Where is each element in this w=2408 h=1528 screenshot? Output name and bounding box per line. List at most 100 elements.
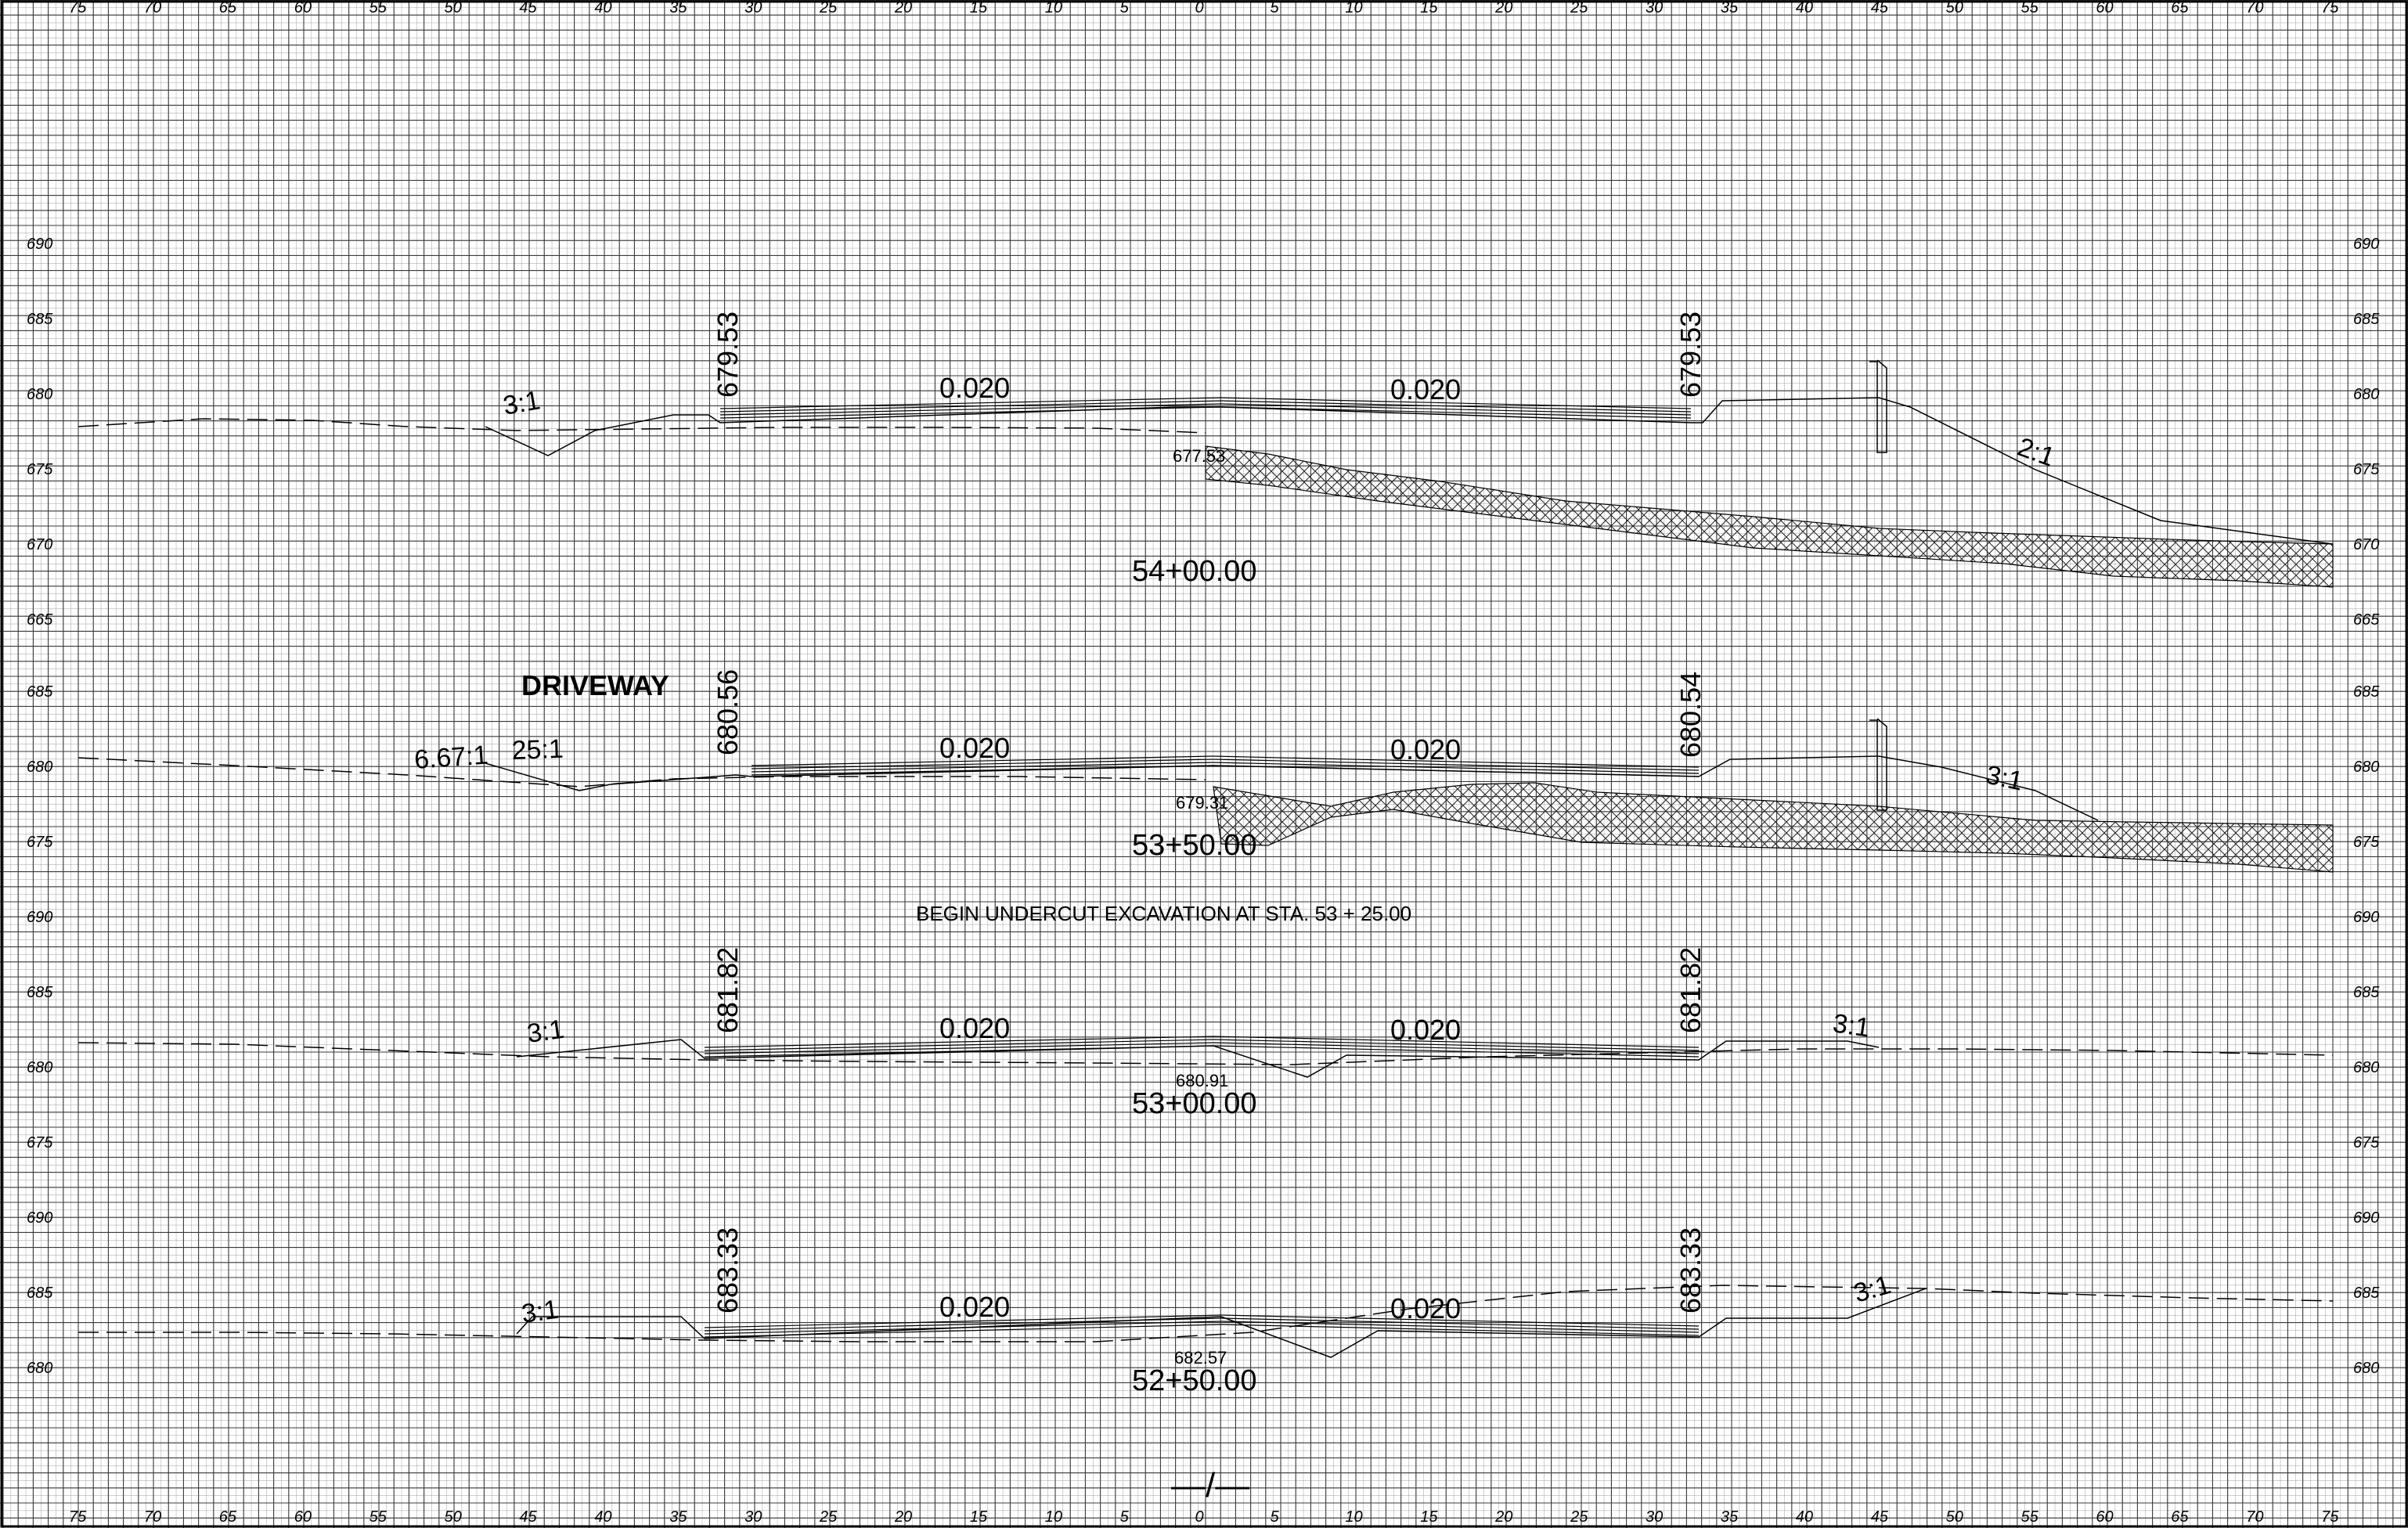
offset-tick-label: 55 xyxy=(2021,0,2039,16)
left-slope-ratio: 3:1 xyxy=(501,385,543,421)
proposed-section xyxy=(516,1039,1880,1078)
left-cross-slope: 0.020 xyxy=(939,732,1010,764)
offset-tick-label: 45 xyxy=(519,0,537,16)
profile-grade-elevation: 680.91 xyxy=(1176,1071,1228,1090)
guardrail-post xyxy=(1869,718,1887,811)
elevation-tick-label: 690 xyxy=(27,909,52,926)
offset-tick-label: 15 xyxy=(970,1508,988,1526)
offset-tick-label: 20 xyxy=(894,0,912,16)
station-label: 54+00.00 xyxy=(1132,555,1257,588)
existing-ground xyxy=(78,1042,2334,1065)
offset-tick-label: 60 xyxy=(294,0,312,16)
left-slope-ratio: 3:1 xyxy=(525,1014,566,1049)
left-cross-slope: 0.020 xyxy=(939,1291,1010,1323)
offset-scale-top: 75 70 65 60 55 50 45 40 35 30 25 20 15 10 5 0 5 10 15 20 25 3… xyxy=(69,0,2339,16)
offset-tick-label: 5 xyxy=(1270,1508,1279,1526)
offset-tick-label: 20 xyxy=(894,1508,912,1526)
elevation-tick-label: 670 xyxy=(2353,536,2379,553)
left-shoulder-elevation: 681.82 xyxy=(712,947,744,1033)
offset-tick-label: 50 xyxy=(445,1508,462,1526)
elevation-tick-label: 675 xyxy=(2353,834,2380,851)
offset-tick-label: 30 xyxy=(744,0,762,16)
offset-tick-label: 0 xyxy=(1195,0,1204,16)
station-label: 52+50.00 xyxy=(1132,1364,1257,1397)
elevation-tick-label: 665 xyxy=(27,611,53,629)
elevation-tick-label: 685 xyxy=(27,683,53,701)
right-shoulder-elevation: 683.33 xyxy=(1674,1227,1707,1314)
offset-tick-label: 40 xyxy=(1796,1508,1813,1526)
offset-tick-label: 75 xyxy=(69,0,87,16)
offset-tick-label: 65 xyxy=(2171,0,2189,16)
elevation-tick-label: 680 xyxy=(2353,759,2379,776)
section-53-00: BEGIN UNDERCUT EXCAVATION AT STA. 53 + 2… xyxy=(78,902,2334,1120)
station-label: 53+50.00 xyxy=(1132,829,1257,862)
offset-tick-label: 20 xyxy=(1494,0,1512,16)
offset-tick-label: 50 xyxy=(445,0,462,16)
elevation-tick-label: 690 xyxy=(27,1209,52,1227)
offset-tick-label: 35 xyxy=(669,0,687,16)
guardrail-post xyxy=(1869,359,1887,453)
offset-tick-label: 25 xyxy=(819,1508,838,1526)
pavement-layers xyxy=(719,397,1692,419)
offset-tick-label: 25 xyxy=(1570,0,1588,16)
driveway-label: DRIVEWAY xyxy=(521,669,669,701)
elevation-tick-label: 680 xyxy=(2353,1059,2379,1076)
offset-tick-label: 50 xyxy=(1946,0,1963,16)
offset-tick-label: 15 xyxy=(1420,0,1438,16)
elevation-tick-label: 680 xyxy=(27,759,52,776)
left-shoulder-elevation: 683.33 xyxy=(712,1227,744,1314)
section-53-50: DRIVEWAY 6.67:1 25:1 3:1 680.56 680.54 0… xyxy=(78,669,2334,873)
right-shoulder-elevation: 680.54 xyxy=(1674,672,1707,758)
offset-tick-label: 5 xyxy=(1120,0,1130,16)
offset-tick-label: 65 xyxy=(219,0,237,16)
offset-tick-label: 40 xyxy=(1796,0,1813,16)
offset-tick-label: 65 xyxy=(219,1508,237,1526)
elevation-tick-label: 685 xyxy=(2353,311,2380,328)
offset-tick-label: 15 xyxy=(970,0,988,16)
offset-tick-label: 25 xyxy=(819,0,838,16)
offset-scale-bottom: 75 70 65 60 55 50 45 40 35 30 25 20 15 10 5 0 5 10 15 20 25 3… xyxy=(69,1508,2339,1526)
offset-tick-label: 75 xyxy=(69,1508,87,1526)
left-slope-ratio: 25:1 xyxy=(511,734,564,766)
offset-tick-label: 30 xyxy=(744,1508,762,1526)
offset-tick-label: 10 xyxy=(1345,0,1362,16)
offset-tick-label: 45 xyxy=(519,1508,537,1526)
elevation-scales: 690 690 685 685 680 680 675 675 670 670 665 665 685 6… xyxy=(27,236,2380,1377)
elevation-tick-label: 675 xyxy=(27,461,53,478)
offset-tick-label: 30 xyxy=(1646,1508,1663,1526)
right-cross-slope: 0.020 xyxy=(1390,733,1461,766)
offset-tick-label: 5 xyxy=(1120,1508,1130,1526)
elevation-tick-label: 690 xyxy=(2353,909,2379,926)
pavement-layers xyxy=(751,755,1700,777)
elevation-tick-label: 680 xyxy=(27,1059,52,1076)
elevation-tick-label: 690 xyxy=(27,236,52,253)
left-cross-slope: 0.020 xyxy=(939,372,1010,404)
offset-tick-label: 5 xyxy=(1270,0,1279,16)
station-label: 53+00.00 xyxy=(1132,1087,1257,1120)
left-shoulder-elevation: 679.53 xyxy=(712,312,744,398)
existing-ground xyxy=(78,418,1206,434)
offset-tick-label: 65 xyxy=(2171,1508,2189,1526)
proposed-section xyxy=(485,755,1880,791)
left-slope-ratio-driveway: 6.67:1 xyxy=(413,740,489,775)
right-fill-slope xyxy=(1878,397,2334,545)
right-cross-slope: 0.020 xyxy=(1390,1292,1461,1324)
elevation-tick-label: 680 xyxy=(27,386,52,403)
pavement-layers xyxy=(704,1314,1700,1338)
offset-tick-label: 35 xyxy=(1721,1508,1739,1526)
offset-tick-label: 35 xyxy=(669,1508,687,1526)
offset-tick-label: 10 xyxy=(1045,1508,1062,1526)
elevation-tick-label: 675 xyxy=(27,1134,53,1151)
offset-tick-label: 40 xyxy=(594,0,611,16)
elevation-tick-label: 690 xyxy=(2353,236,2379,253)
offset-tick-label: 75 xyxy=(2321,0,2339,16)
proposed-section xyxy=(516,1288,1927,1358)
right-shoulder-elevation: 679.53 xyxy=(1674,312,1707,398)
offset-tick-label: 0 xyxy=(1195,1508,1204,1526)
proposed-section xyxy=(485,397,1880,456)
elevation-tick-label: 675 xyxy=(2353,1134,2380,1151)
